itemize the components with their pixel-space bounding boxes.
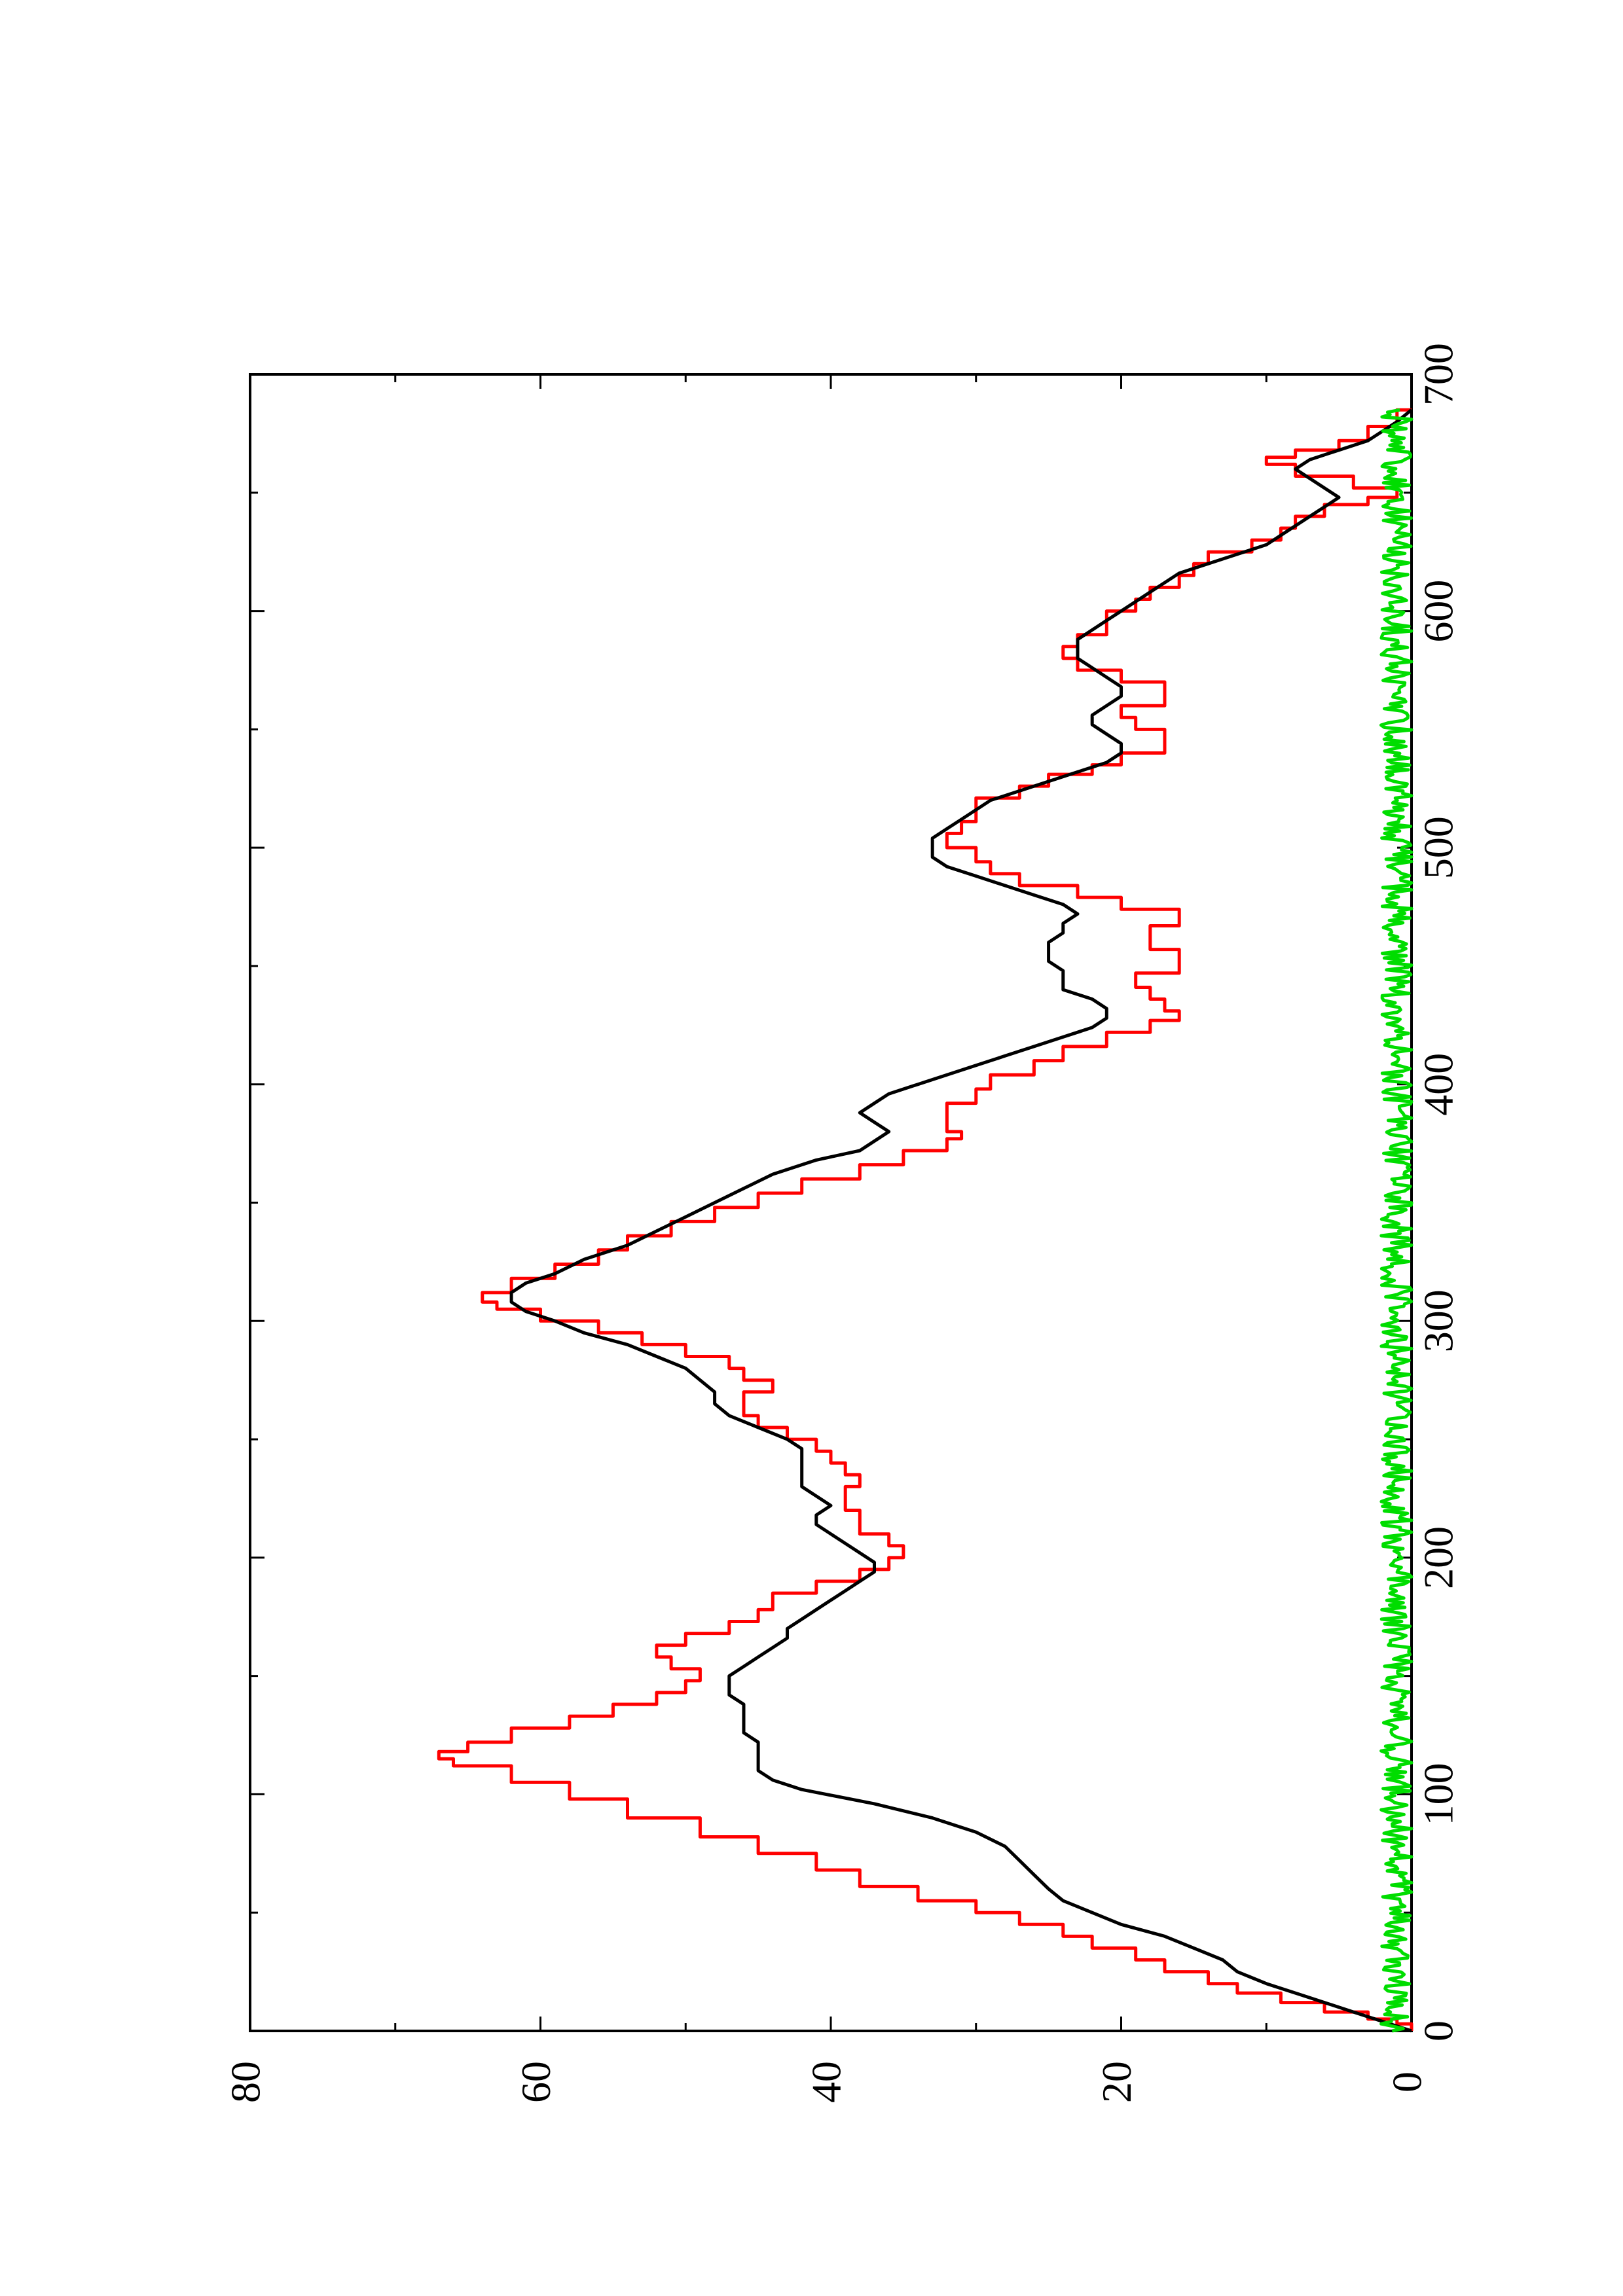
red-step-series bbox=[437, 408, 1413, 2031]
y-tick-label: 40 bbox=[803, 2061, 850, 2103]
x-tick-label: 600 bbox=[1415, 580, 1462, 643]
x-tick-label: 200 bbox=[1415, 1526, 1462, 1589]
ticks bbox=[249, 373, 1413, 2032]
x-tick-label: 500 bbox=[1415, 816, 1462, 879]
y-tick-label: 60 bbox=[513, 2061, 559, 2103]
plot-frame bbox=[249, 373, 1413, 2032]
series-layer bbox=[437, 408, 1413, 2033]
y-tick-label: 0 bbox=[1384, 2072, 1431, 2092]
x-tick-label: 300 bbox=[1415, 1289, 1462, 1352]
y-tick-label: 80 bbox=[223, 2061, 269, 2103]
y-tick-label: 20 bbox=[1093, 2061, 1140, 2103]
x-tick-label: 700 bbox=[1415, 343, 1462, 406]
black-line-series bbox=[509, 408, 1413, 2033]
x-tick-label: 400 bbox=[1415, 1053, 1462, 1116]
green-noise-series bbox=[1379, 408, 1413, 2033]
x-tick-label: 0 bbox=[1415, 2020, 1462, 2041]
tick-labels: 0 100 200 300 400 500 600 700 0 20 40 60 80 bbox=[223, 343, 1462, 2103]
x-tick-label: 100 bbox=[1415, 1763, 1462, 1825]
